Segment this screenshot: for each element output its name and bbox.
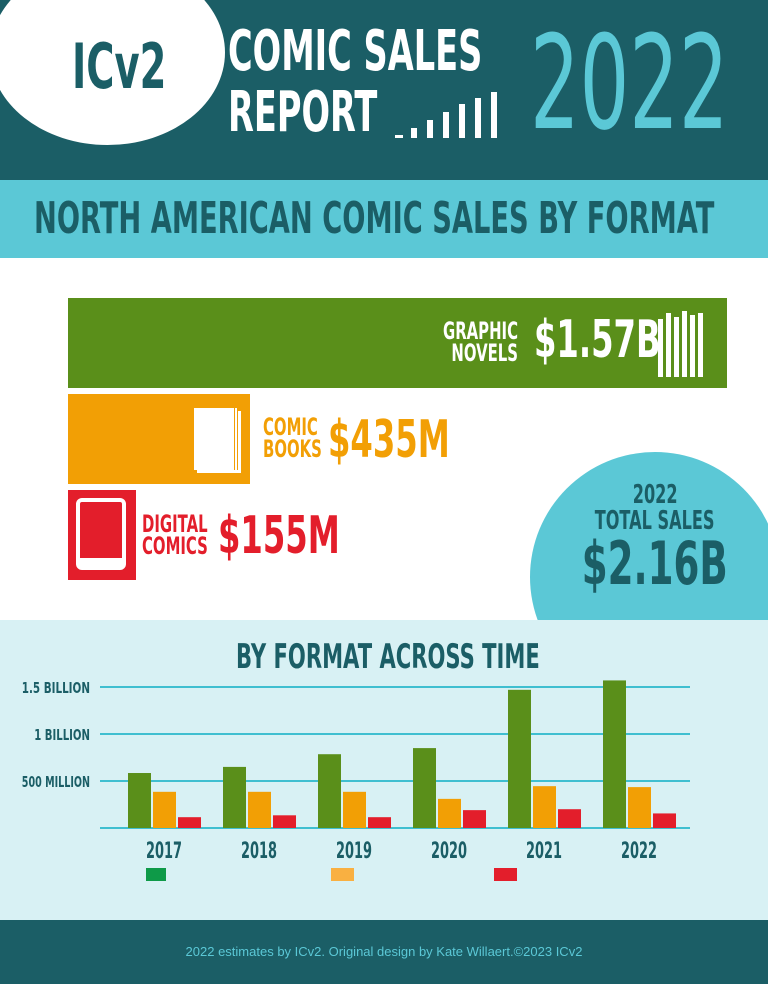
subtitle-band (0, 180, 768, 258)
digital-comics-value: $155M (218, 506, 340, 566)
bar-2020-series-0 (413, 748, 436, 828)
bar-2019-series-1 (343, 791, 366, 828)
comic-books-bar (68, 394, 250, 484)
graphic-novels-label: GRAPHIC NOVELS (443, 317, 519, 367)
report-title-line1: COMIC SALES (228, 19, 483, 84)
digital-comics-bar (68, 490, 136, 580)
bar-2018-series-2 (273, 815, 296, 828)
bar-2022-series-2 (653, 813, 676, 828)
bar-2022-series-1 (628, 787, 651, 828)
bar-2018-series-0 (223, 766, 246, 828)
bar-2019-series-2 (368, 817, 391, 828)
footer: 2022 estimates by ICv2. Original design … (0, 920, 768, 984)
bar-2021-series-0 (508, 689, 531, 828)
graphic-novels-value: $1.57B (534, 310, 661, 370)
y-tick-label: 1 BILLION (34, 726, 90, 744)
x-tick-label: 2022 (621, 839, 657, 864)
bar-2020-series-2 (463, 810, 486, 828)
total-sales: 2022 TOTAL SALES $2.16B (560, 482, 750, 594)
x-tick-label: 2020 (431, 839, 467, 864)
bar-2021-series-1 (533, 786, 556, 828)
bar-2017-series-2 (178, 817, 201, 828)
legend-swatch-2 (494, 868, 517, 881)
comic-books-value: $435M (328, 410, 450, 470)
total-label: TOTAL SALES (595, 506, 715, 536)
chart-section (0, 620, 768, 920)
x-tick-label: 2019 (336, 839, 372, 864)
x-tick-label: 2018 (241, 839, 277, 864)
bar-chart-icon (395, 90, 510, 138)
tablet-icon (76, 498, 126, 570)
section-title: NORTH AMERICAN COMIC SALES BY FORMAT (34, 193, 715, 244)
legend-swatch-0 (146, 868, 166, 881)
x-tick-label: 2021 (526, 839, 562, 864)
bar-2022-series-0 (603, 680, 626, 828)
y-tick-label: 500 MILLION (22, 773, 90, 791)
logo: ICv2 (72, 30, 167, 103)
comic-book-icon (194, 408, 238, 470)
comic-books-label: COMIC BOOKS (263, 413, 322, 463)
bar-2019-series-0 (318, 754, 341, 828)
x-tick-label: 2017 (146, 839, 182, 864)
bar-2020-series-1 (438, 798, 461, 828)
y-tick-label: 1.5 BILLION (22, 679, 90, 697)
bar-2018-series-1 (248, 791, 271, 828)
bar-chart: 500 MILLION 1 BILLION 1.5 BILLION 2017 2018 2… (22, 679, 690, 881)
bar-2017-series-1 (153, 791, 176, 828)
books-icon (658, 311, 704, 377)
digital-comics-label: DIGITAL COMICS (142, 510, 208, 560)
graphic-novels-bar: GRAPHIC NOVELS $1.57B (68, 298, 727, 388)
chart-title: BY FORMAT ACROSS TIME (236, 637, 540, 677)
total-value: $2.16B (581, 529, 729, 599)
header: ICv2 COMIC SALES REPORT 2022 (0, 0, 768, 180)
report-year: 2022 (530, 7, 729, 159)
bar-2017-series-0 (128, 773, 151, 828)
total-year: 2022 (632, 480, 678, 510)
legend-swatch-1 (331, 868, 354, 881)
bar-2021-series-2 (558, 809, 581, 828)
report-title-line2: REPORT (228, 80, 378, 145)
